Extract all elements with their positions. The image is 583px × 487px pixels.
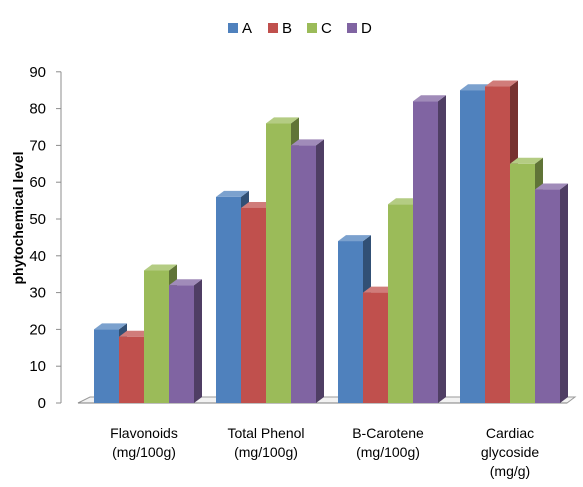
bar-front-face xyxy=(216,196,241,403)
bar-front-face xyxy=(291,145,316,403)
x-category-label: Cardiac glycoside (mg/g) xyxy=(481,425,540,479)
bar-top-face xyxy=(460,84,493,91)
bar-side-face xyxy=(316,139,324,403)
bar-top-face xyxy=(241,201,274,208)
y-tick-label: 80 xyxy=(29,101,46,118)
bar-D-0 xyxy=(169,279,202,403)
y-tick-label: 70 xyxy=(29,137,46,154)
y-tick-label: 90 xyxy=(29,64,46,81)
bar-top-face xyxy=(169,279,202,286)
bar-front-face xyxy=(266,123,291,403)
y-axis: 0 10 20 30 40 50 60 70 80 90 xyxy=(29,64,62,412)
y-tick-label: 40 xyxy=(29,248,46,265)
bar-front-face xyxy=(485,86,510,404)
legend-swatch xyxy=(268,23,278,33)
bar-top-face xyxy=(266,117,299,124)
x-category-label: Flavonoids (mg/100g) xyxy=(110,425,178,460)
legend-label: C xyxy=(321,20,332,37)
legend-item-A: A xyxy=(228,20,252,37)
bar-front-face xyxy=(338,241,363,403)
y-axis-label: phytochemical level xyxy=(10,151,26,284)
bar-top-face xyxy=(338,235,371,242)
bar-top-face xyxy=(485,80,518,87)
legend-item-D: D xyxy=(347,20,372,37)
bar-top-face xyxy=(388,198,421,205)
bar-top-face xyxy=(363,286,396,293)
bar-D-3 xyxy=(535,183,568,403)
y-tick-label: 0 xyxy=(38,395,46,412)
bar-D-1 xyxy=(291,139,324,403)
y-tick-label: 10 xyxy=(29,358,46,375)
bar-front-face xyxy=(535,189,560,403)
legend-item-C: C xyxy=(307,20,332,37)
legend-label: A xyxy=(242,20,252,37)
bar-front-face xyxy=(363,292,388,403)
bars xyxy=(94,80,568,404)
bar-front-face xyxy=(460,90,485,403)
legend-swatch xyxy=(307,23,317,33)
y-tick-label: 20 xyxy=(29,321,46,338)
bar-top-face xyxy=(119,330,152,337)
legend-label: B xyxy=(282,20,292,37)
x-category-label: B-Carotene (mg/100g) xyxy=(352,425,424,460)
bar-front-face xyxy=(169,285,194,403)
bar-side-face xyxy=(560,183,568,403)
bar-front-face xyxy=(510,163,535,403)
legend-swatch xyxy=(228,23,238,33)
bar-front-face xyxy=(241,207,266,403)
bar-front-face xyxy=(94,329,119,403)
bar-front-face xyxy=(144,270,169,403)
x-category-label: Total Phenol (mg/100g) xyxy=(227,425,304,460)
y-tick-label: 60 xyxy=(29,174,46,191)
bar-side-face xyxy=(438,95,446,404)
bar-top-face xyxy=(413,95,446,102)
legend-item-B: B xyxy=(268,20,292,37)
bar-top-face xyxy=(144,264,177,271)
bar-front-face xyxy=(388,204,413,403)
bar-top-face xyxy=(510,157,543,164)
bar-top-face xyxy=(94,323,127,330)
bar-front-face xyxy=(119,336,144,403)
bar-front-face xyxy=(413,101,438,404)
bar-side-face xyxy=(194,279,202,403)
legend: A B C D xyxy=(228,20,372,37)
legend-swatch xyxy=(347,23,357,33)
bar-top-face xyxy=(216,190,249,197)
x-axis: Flavonoids (mg/100g) Total Phenol (mg/100g)… xyxy=(110,425,539,479)
y-tick-label: 50 xyxy=(29,211,46,228)
bar-top-face xyxy=(291,139,324,146)
bar-top-face xyxy=(535,183,568,190)
y-tick-label: 30 xyxy=(29,285,46,302)
legend-label: D xyxy=(361,20,372,37)
bar-D-2 xyxy=(413,95,446,404)
